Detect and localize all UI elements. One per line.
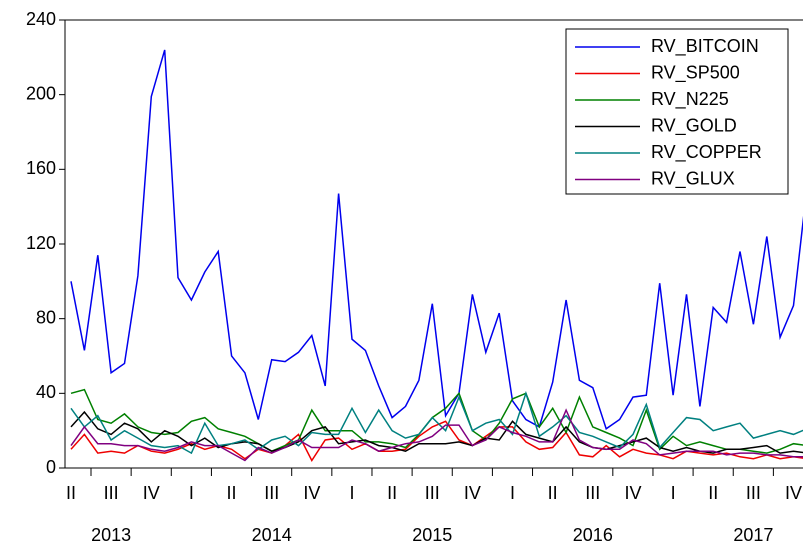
year-label: 2017 [733,525,773,545]
legend-label: RV_GLUX [651,168,735,189]
x-tick-label: I [671,483,676,503]
year-label: 2014 [252,525,292,545]
x-tick-label: II [708,483,718,503]
series-line [70,408,803,462]
x-tick-label: I [349,483,354,503]
year-label: 2016 [573,525,613,545]
x-tick-label: III [585,483,600,503]
y-tick-label: 40 [36,382,56,402]
legend-label: RV_N225 [651,89,729,110]
x-tick-label: I [189,483,194,503]
series-line [70,420,803,462]
legend-label: RV_BITCOIN [651,36,759,57]
y-tick-label: 240 [26,9,56,29]
legend-label: RV_COPPER [651,142,762,163]
legend-label: RV_GOLD [651,115,737,136]
x-tick-label: IV [785,483,802,503]
x-tick-label: III [264,483,279,503]
series-line [70,410,803,454]
x-tick-label: I [510,483,515,503]
x-tick-label: II [66,483,76,503]
legend-box [565,28,789,195]
x-tick-label: III [104,483,119,503]
x-tick-label: IV [624,483,641,503]
x-tick-label: IV [303,483,320,503]
y-tick-label: 0 [46,457,56,477]
y-tick-label: 200 [26,83,56,103]
y-tick-label: 120 [26,233,56,253]
y-tick-label: 80 [36,307,56,327]
x-tick-label: III [425,483,440,503]
legend: RV_BITCOIN RV_SP500 RV_N225 RV_GOLD RV_COPPE… [565,28,789,195]
legend-label: RV_SP500 [651,62,740,83]
plot-area [70,49,803,462]
x-tick-label: II [548,483,558,503]
x-tick-label: IV [143,483,160,503]
year-label: 2013 [91,525,131,545]
x-tick-label: III [746,483,761,503]
series-line [70,388,803,454]
year-label: 2015 [412,525,452,545]
series-line [70,49,803,430]
y-tick-label: 160 [26,158,56,178]
x-tick-label: IV [464,483,481,503]
x-tick-label: II [227,483,237,503]
series-line [70,390,803,455]
x-tick-label: II [387,483,397,503]
